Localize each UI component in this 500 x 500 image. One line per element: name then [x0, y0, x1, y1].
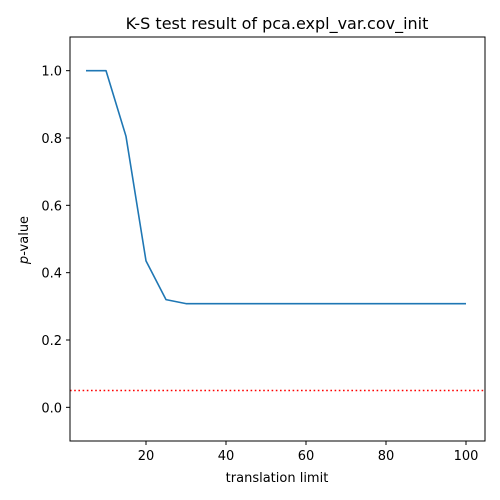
y-axis-label-rest: -value [17, 216, 32, 256]
x-tick-label: 40 [218, 449, 235, 464]
y-tick-label: 0.6 [41, 199, 62, 214]
y-tick-label: 0.2 [41, 334, 62, 349]
x-tick-label: 60 [298, 449, 315, 464]
y-axis-label: p-value [17, 216, 32, 265]
y-tick-label: 0.8 [41, 132, 62, 147]
series-line [86, 69, 466, 305]
x-tick-label: 100 [454, 449, 479, 464]
x-tick-label: 80 [378, 449, 395, 464]
chart-title: K-S test result of pca.expl_var.cov_init [126, 14, 429, 34]
y-tick-label: 0.4 [41, 267, 62, 282]
y-tick-label: 1.0 [41, 65, 62, 80]
x-tick-label: 20 [138, 449, 155, 464]
x-axis-ticks: 20 40 60 80 100 [138, 441, 479, 464]
x-axis-label: translation limit [226, 471, 329, 486]
plot-frame [69, 36, 486, 442]
y-axis-label-italic: p [17, 256, 32, 265]
y-tick-label: 0.0 [41, 401, 62, 416]
y-axis-ticks: 0.0 0.2 0.4 0.6 0.8 1.0 [41, 65, 70, 416]
plot-area [70, 69, 485, 392]
